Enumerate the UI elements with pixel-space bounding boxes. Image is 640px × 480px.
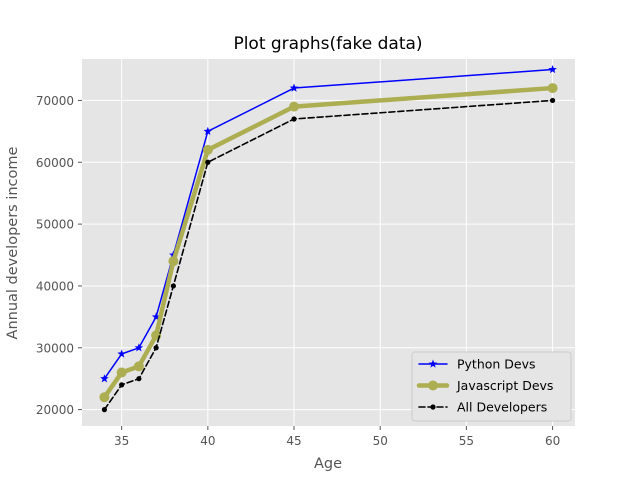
data-point [151, 312, 161, 321]
data-point [136, 376, 142, 382]
x-tick-label: 60 [545, 434, 560, 448]
legend-label: Javascript Devs [456, 378, 553, 393]
data-point [133, 361, 144, 372]
x-tick-label: 35 [114, 434, 129, 448]
y-axis-ticks: 20000 30000 40000 50000 60000 70000 [36, 94, 82, 417]
data-point [170, 283, 176, 289]
y-tick-label: 40000 [36, 279, 74, 293]
series-layer [99, 65, 558, 413]
data-point [291, 116, 297, 122]
legend-box [411, 351, 572, 422]
y-tick-label: 30000 [36, 341, 74, 355]
x-axis-ticks: 35 40 45 50 55 60 [114, 426, 560, 448]
legend: Python Devs Javascript Devs All Developers [411, 351, 572, 422]
data-point [549, 97, 556, 104]
series-all-developers [101, 97, 556, 413]
y-tick-label: 20000 [36, 403, 74, 417]
chart-title: Plot graphs(fake data) [233, 34, 422, 54]
y-tick-label: 60000 [36, 156, 74, 170]
legend-label: All Developers [457, 400, 547, 415]
series-javascript-devs [99, 83, 558, 403]
legend-marker [428, 359, 438, 368]
legend-marker [428, 380, 438, 391]
legend-label: Python Devs [457, 357, 536, 372]
data-point [289, 83, 299, 92]
x-tick-label: 55 [459, 434, 474, 448]
x-tick-label: 45 [286, 434, 301, 448]
series-line [103, 99, 554, 411]
x-tick-label: 40 [200, 434, 215, 448]
data-point [134, 343, 144, 352]
y-axis-label: Annual developers income [5, 146, 21, 339]
data-point [547, 83, 558, 94]
data-point [117, 349, 126, 358]
legend-item-python-devs: Python Devs [418, 357, 536, 372]
data-point [101, 407, 108, 413]
data-point [100, 374, 109, 383]
data-point [548, 65, 557, 74]
data-point [99, 392, 110, 403]
data-point [119, 382, 125, 388]
data-point [289, 101, 300, 112]
data-point [153, 345, 159, 351]
data-point [116, 367, 127, 378]
legend-item-all-developers: All Developers [418, 400, 547, 415]
data-point [202, 144, 213, 155]
legend-marker [430, 404, 436, 410]
data-point [168, 256, 179, 267]
y-tick-label: 50000 [36, 218, 74, 232]
x-axis-label: Age [314, 456, 342, 472]
x-tick-label: 50 [373, 434, 388, 448]
y-tick-label: 70000 [36, 94, 74, 108]
legend-item-javascript-devs: Javascript Devs [416, 378, 553, 393]
data-point [205, 159, 211, 165]
data-point [203, 126, 213, 135]
